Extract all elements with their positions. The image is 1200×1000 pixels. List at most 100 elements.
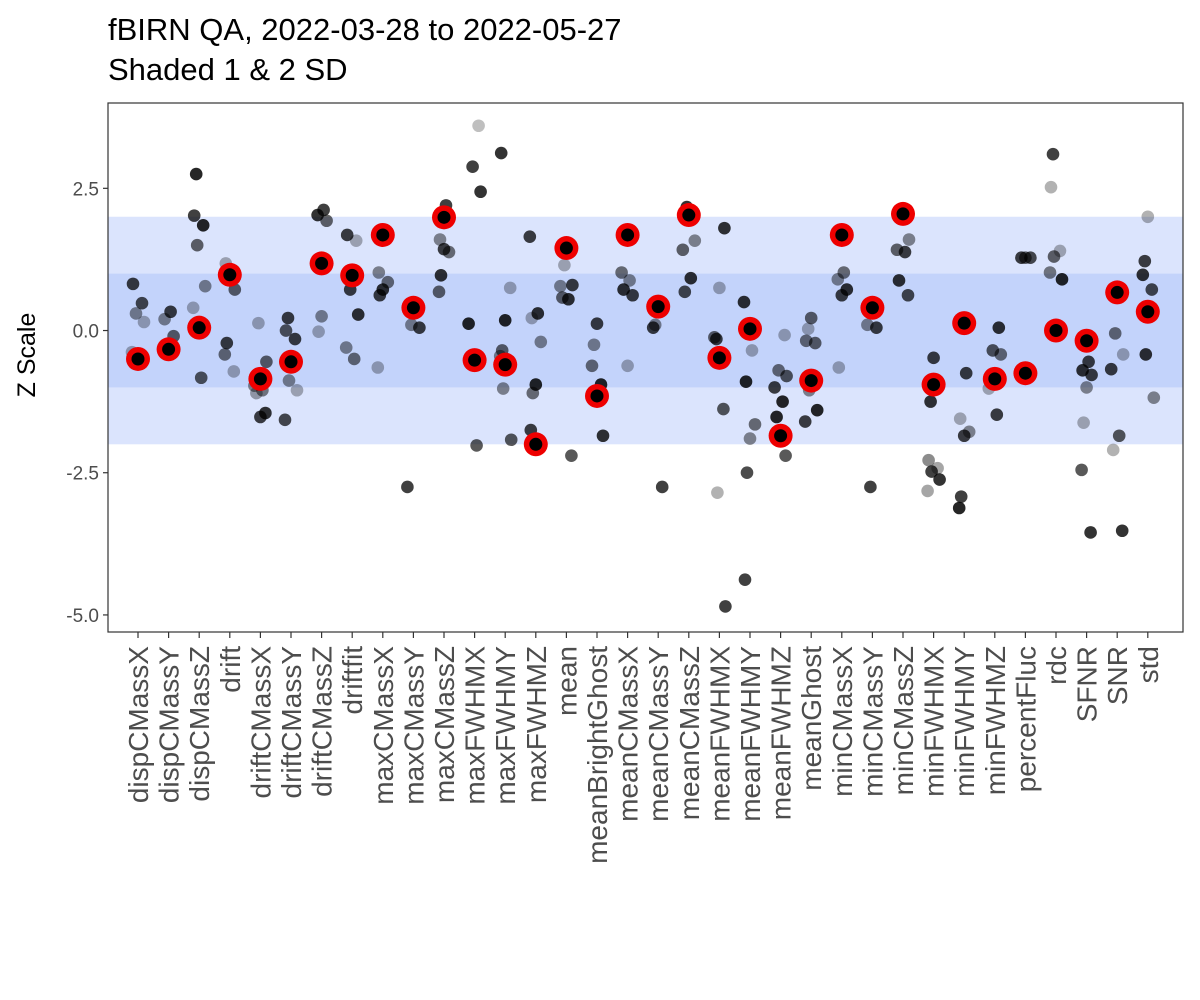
history-point — [311, 208, 324, 222]
history-point — [1055, 273, 1069, 286]
x-tick-label: driftCMassY — [276, 646, 307, 799]
x-tick-label: std — [1133, 646, 1164, 683]
history-point — [898, 245, 912, 259]
current-point — [927, 378, 941, 392]
history-point — [1047, 250, 1061, 263]
history-point — [531, 307, 545, 320]
current-point — [590, 389, 604, 403]
history-point — [189, 167, 203, 181]
history-point — [158, 312, 171, 326]
history-point — [780, 369, 793, 383]
history-point — [401, 480, 414, 494]
current-point — [896, 207, 910, 221]
history-point — [719, 600, 732, 613]
history-point — [135, 296, 149, 310]
history-point — [835, 288, 849, 302]
history-point — [615, 266, 628, 279]
current-point — [406, 301, 420, 315]
current-point — [682, 208, 696, 222]
history-point — [953, 412, 967, 425]
history-point — [349, 234, 363, 247]
current-point — [223, 268, 237, 282]
history-point — [1043, 266, 1057, 279]
history-point — [526, 386, 540, 400]
history-points — [125, 119, 1161, 613]
history-point — [281, 311, 295, 325]
x-tick-label: meanFWHMZ — [766, 646, 797, 820]
history-point — [804, 311, 818, 325]
history-point — [554, 279, 567, 293]
history-point — [864, 480, 877, 494]
history-point — [655, 480, 669, 494]
history-point — [290, 383, 304, 397]
current-point — [253, 372, 267, 386]
y-tick-label: -5.0 — [66, 606, 99, 627]
current-point — [1049, 324, 1063, 338]
current-point — [529, 437, 543, 451]
x-tick-label: SFNR — [1072, 646, 1103, 722]
history-point — [1136, 268, 1150, 282]
x-tick-label: meanGhost — [796, 646, 827, 791]
current-point — [865, 301, 879, 315]
history-point — [433, 233, 447, 246]
x-tick-label: dispCMassX — [123, 646, 154, 803]
history-point — [194, 371, 208, 385]
y-tick-label: 0.0 — [73, 322, 99, 343]
history-point — [745, 344, 759, 357]
x-tick-label: SNR — [1102, 646, 1133, 705]
current-point — [1110, 285, 1124, 299]
current-point — [988, 372, 1002, 386]
history-point — [498, 313, 512, 327]
history-point — [218, 348, 232, 361]
history-point — [740, 466, 754, 480]
history-point — [954, 490, 968, 503]
x-tick-label: driftfit — [337, 646, 368, 715]
current-point — [804, 374, 818, 388]
y-tick-label: 2.5 — [73, 179, 99, 200]
x-tick-label: minCMassX — [827, 646, 858, 797]
history-point — [831, 273, 845, 286]
history-point — [196, 218, 210, 232]
history-point — [1077, 416, 1090, 429]
history-point — [1085, 368, 1098, 382]
current-point — [192, 321, 206, 335]
history-point — [739, 375, 753, 389]
history-point — [957, 429, 971, 443]
history-point — [922, 453, 935, 467]
history-point — [801, 322, 815, 336]
x-tick-label: maxCMassZ — [429, 646, 460, 803]
history-point — [959, 366, 973, 380]
chart-title: fBIRN QA, 2022-03-28 to 2022-05-27 — [108, 12, 622, 47]
history-point — [254, 410, 267, 424]
history-point — [596, 429, 610, 443]
history-point — [496, 382, 510, 395]
x-tick-label: meanFWHMY — [735, 646, 766, 822]
history-point — [466, 160, 479, 174]
history-point — [565, 449, 578, 462]
current-point — [345, 268, 359, 282]
history-point — [126, 277, 140, 291]
history-point — [927, 351, 940, 365]
x-axis: dispCMassX dispCMassY dispCMassZ drift drift… — [123, 632, 1164, 864]
history-point — [587, 338, 601, 352]
x-tick-label: minFWHMX — [919, 646, 950, 797]
history-point — [1138, 254, 1152, 268]
history-point — [315, 310, 328, 323]
history-point — [713, 281, 726, 295]
x-tick-label: dispCMassZ — [184, 646, 215, 802]
history-point — [1139, 348, 1153, 361]
x-tick-label: drift — [215, 646, 246, 693]
history-point — [525, 311, 539, 325]
current-point — [1080, 334, 1094, 348]
history-point — [558, 258, 571, 272]
history-point — [718, 221, 731, 235]
history-point — [778, 328, 791, 342]
history-point — [372, 266, 386, 279]
current-point — [284, 355, 298, 369]
current-point — [498, 358, 512, 372]
history-point — [737, 295, 751, 309]
plot-panel-border — [107, 102, 1184, 633]
x-tick-label: maxCMassX — [368, 646, 399, 805]
history-point — [590, 317, 604, 331]
history-point — [1147, 391, 1161, 404]
